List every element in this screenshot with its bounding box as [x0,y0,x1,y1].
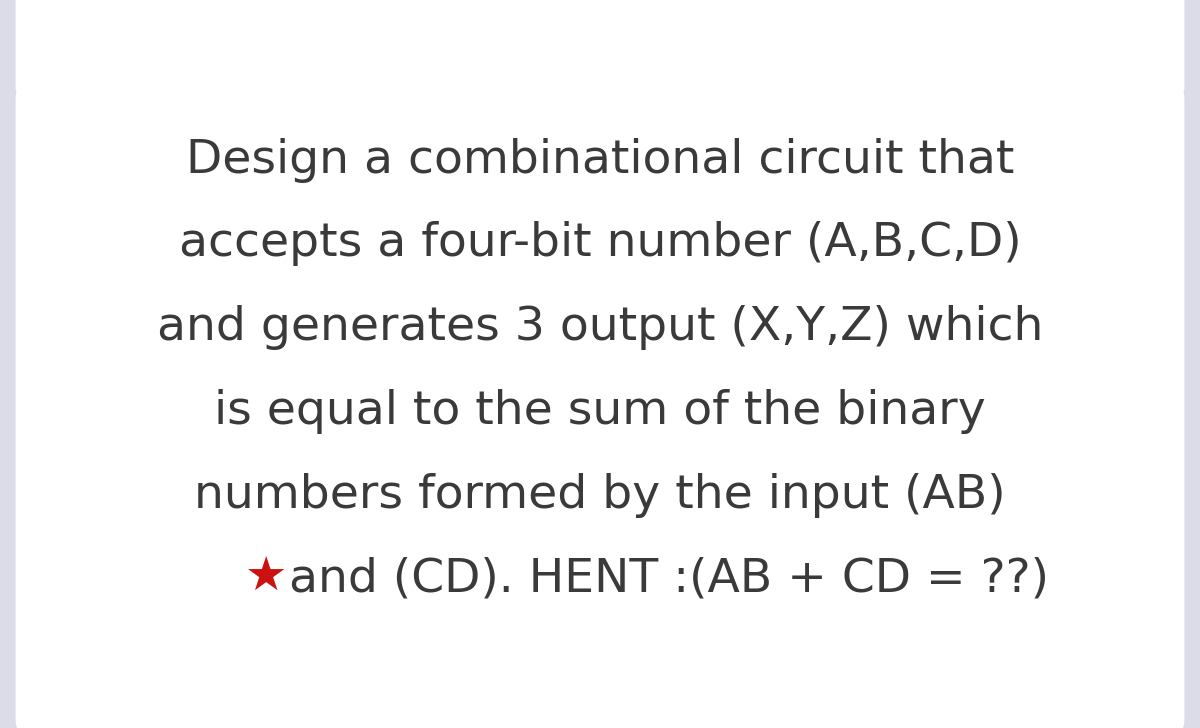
Text: and generates 3 output (X,Y,Z) which: and generates 3 output (X,Y,Z) which [157,305,1043,350]
Text: ★: ★ [245,556,302,601]
FancyBboxPatch shape [16,80,1184,728]
Text: Design a combinational circuit that: Design a combinational circuit that [186,138,1014,183]
Text: numbers formed by the input (AB): numbers formed by the input (AB) [194,472,1006,518]
FancyBboxPatch shape [16,0,1184,106]
Text: is equal to the sum of the binary: is equal to the sum of the binary [214,389,986,434]
Text: accepts a four-bit number (A,B,C,D): accepts a four-bit number (A,B,C,D) [179,221,1021,266]
Text: and (CD). HENT :(AB + CD = ??): and (CD). HENT :(AB + CD = ??) [289,556,1049,601]
